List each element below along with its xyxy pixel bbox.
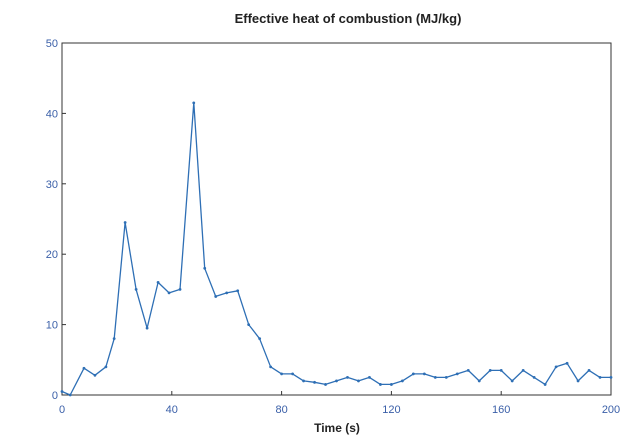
data-point: [335, 379, 338, 383]
series-group: [60, 101, 613, 397]
data-point: [400, 379, 404, 383]
data-point: [543, 383, 547, 386]
data-point: [134, 288, 138, 291]
data-point: [598, 376, 602, 379]
data-point: [93, 373, 97, 377]
data-point: [225, 291, 229, 295]
data-point: [145, 326, 149, 330]
x-tick-label: 160: [492, 404, 510, 416]
y-tick-label: 0: [52, 390, 58, 402]
y-tick-label: 20: [46, 249, 58, 261]
data-point: [167, 291, 171, 295]
plot-frame: [61, 42, 612, 396]
data-point: [477, 379, 481, 383]
data-point: [178, 288, 182, 291]
x-tick-label: 40: [166, 404, 178, 416]
y-tick-label: 50: [46, 38, 58, 50]
x-tick-label: 200: [602, 404, 620, 416]
x-axis-ticks: 0 40 80 120 160 200: [59, 391, 620, 416]
x-axis-label: Time (s): [314, 421, 360, 435]
data-point: [554, 365, 558, 369]
data-point: [82, 366, 86, 370]
data-point: [532, 376, 536, 379]
data-point: [576, 379, 580, 383]
data-point: [609, 376, 613, 379]
data-point: [368, 376, 371, 379]
data-point: [466, 368, 470, 372]
data-point: [587, 368, 591, 372]
x-tick-label: 0: [59, 404, 65, 416]
data-point: [60, 390, 64, 393]
data-point: [357, 379, 360, 383]
data-point: [192, 101, 196, 105]
data-point: [236, 289, 240, 293]
x-tick-label: 80: [275, 404, 287, 416]
series-line: [61, 102, 611, 396]
data-point: [104, 365, 108, 369]
data-point: [313, 380, 316, 384]
data-point: [280, 372, 283, 376]
data-point: [379, 383, 382, 386]
data-point: [422, 372, 426, 376]
data-point: [258, 337, 262, 341]
data-point: [499, 368, 503, 372]
y-tick-label: 40: [46, 108, 58, 120]
data-point: [112, 337, 116, 341]
data-point: [214, 295, 218, 298]
chart-title: Effective heat of combustion (MJ/kg): [235, 11, 462, 26]
data-point: [565, 361, 569, 365]
data-point: [68, 393, 72, 397]
data-point: [302, 379, 305, 383]
data-point: [390, 383, 393, 386]
y-tick-label: 10: [46, 320, 58, 332]
data-point: [156, 280, 160, 284]
data-point: [346, 376, 349, 379]
data-point: [269, 365, 273, 369]
data-point: [510, 379, 514, 383]
data-point: [291, 372, 294, 376]
data-point: [123, 221, 127, 224]
y-tick-label: 30: [46, 179, 58, 191]
data-point: [433, 376, 437, 379]
data-point: [455, 372, 459, 376]
data-point: [488, 368, 492, 372]
x-tick-label: 120: [382, 404, 400, 416]
data-point: [203, 266, 207, 270]
data-point: [444, 376, 448, 379]
y-axis-ticks: 0 10 20 30 40 50: [46, 38, 66, 402]
data-point: [247, 323, 251, 326]
data-point: [324, 383, 327, 386]
data-point: [411, 372, 415, 376]
data-point: [521, 368, 525, 372]
